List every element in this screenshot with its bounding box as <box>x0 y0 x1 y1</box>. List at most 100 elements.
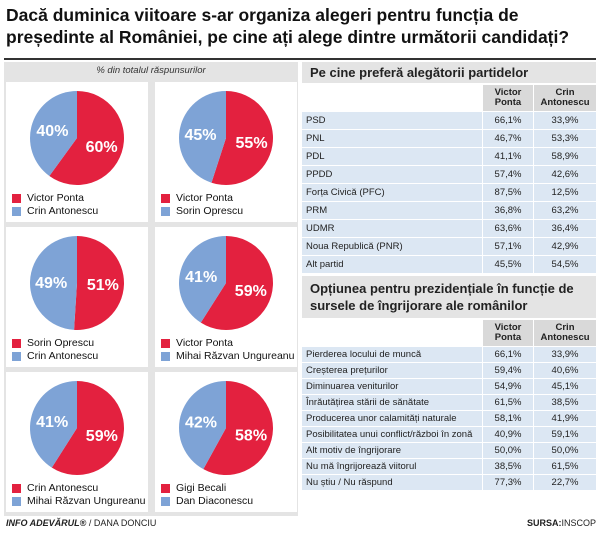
table: Pe cine preferă alegătorii partidelor Vic… <box>302 62 596 273</box>
table-value: 63,2% <box>534 202 596 219</box>
table-grid: Victor Ponta Crin Antonescu PSD 66,1% 33,9% P… <box>302 85 596 273</box>
row-label: Posibilitatea unui conflict/război în zo… <box>302 427 482 442</box>
pie-slice <box>49 91 125 185</box>
pie-cell: 55% 45% Victor Ponta Sorin Oprescu <box>155 82 297 222</box>
title: Dacă duminica viitoare s-ar organiza ale… <box>6 5 570 47</box>
legend-label: Sorin Oprescu <box>27 337 95 349</box>
legend-item: Mihai Răzvan Ungureanu <box>161 350 294 362</box>
author: / DANA DONCIU <box>88 518 157 528</box>
pie-panel: % din totalul răspunsurilor 60% 40% Victor… <box>4 62 298 516</box>
pie-chart: 51% 49% <box>30 236 125 330</box>
legend-item: Gigi Becali <box>161 482 226 494</box>
legend-item: Victor Ponta <box>161 192 233 204</box>
table-value: 58,9% <box>534 148 596 165</box>
pie-cell: 51% 49% Sorin Oprescu Crin Antonescu <box>6 227 148 367</box>
slice-label: 58% <box>235 427 267 444</box>
pie-slice <box>203 381 273 475</box>
row-label: Creșterea prețurilor <box>302 363 482 378</box>
pie-cell: 59% 41% Crin Antonescu Mihai Răzvan Ungurea… <box>6 372 148 512</box>
pie-chart: 59% 41% <box>30 381 125 475</box>
row-label: Înrăutățirea stării de sănătate <box>302 395 482 410</box>
table-value: 40,9% <box>483 427 533 442</box>
legend-swatch <box>12 496 21 506</box>
column-header: Victor Ponta <box>483 85 533 111</box>
pie-slice <box>30 236 77 330</box>
legend-swatch <box>12 483 21 493</box>
footer: INFO ADEVĂRUL® / DANA DONCIU SURSA:INSCO… <box>6 518 596 528</box>
pie-slice <box>51 381 125 475</box>
table-grid: Victor Ponta Crin Antonescu Pierderea locu… <box>302 320 596 490</box>
row-label: Nu mă îngrijorează viitorul <box>302 459 482 474</box>
table-value: 53,3% <box>534 130 596 147</box>
table-value: 77,3% <box>483 475 533 490</box>
table-value: 61,5% <box>534 459 596 474</box>
slice-label: 41% <box>185 269 217 286</box>
legend-item: Victor Ponta <box>161 337 233 349</box>
pie-cell: 60% 40% Victor Ponta Crin Antonescu <box>6 82 148 222</box>
table-value: 41,1% <box>483 148 533 165</box>
legend-item: Sorin Oprescu <box>12 337 94 349</box>
row-label: Nu știu / Nu răspund <box>302 475 482 490</box>
legend-item: Crin Antonescu <box>12 205 98 217</box>
legend-label: Victor Ponta <box>176 192 234 204</box>
table-value: 57,1% <box>483 238 533 255</box>
table-value: 50,0% <box>483 443 533 458</box>
slice-label: 59% <box>86 428 118 445</box>
table-value: 38,5% <box>483 459 533 474</box>
column-header: Victor Ponta <box>483 320 533 346</box>
legend-swatch <box>161 338 170 348</box>
pie-chart: 58% 42% <box>179 381 273 475</box>
slice-label: 40% <box>36 123 68 140</box>
table-value: 59,1% <box>534 427 596 442</box>
slice-label: 59% <box>235 283 267 300</box>
table-value: 45,1% <box>534 379 596 394</box>
row-label: UDMR <box>302 220 482 237</box>
row-label: Pierderea locului de muncă <box>302 347 482 362</box>
legend-label: Crin Antonescu <box>27 482 99 494</box>
table-title: Opțiunea pentru prezidențiale în funcție… <box>302 276 596 318</box>
table-value: 36,8% <box>483 202 533 219</box>
pie-chart: 60% 40% <box>30 91 125 185</box>
legend-swatch <box>161 351 170 361</box>
table-value: 12,5% <box>534 184 596 201</box>
pie-slice <box>30 381 77 468</box>
legend-swatch <box>12 206 21 216</box>
legend-label: Crin Antonescu <box>27 205 99 217</box>
source-label: SURSA: <box>526 518 562 528</box>
table-value: 63,6% <box>483 220 533 237</box>
header-blank <box>302 320 482 346</box>
row-label: PDL <box>302 148 482 165</box>
legend-label: Dan Diaconescu <box>176 495 254 507</box>
slice-label: 49% <box>35 275 67 292</box>
slice-label: 55% <box>236 135 268 152</box>
column-header: Crin Antonescu <box>534 85 596 111</box>
row-label: Producerea unor calamități naturale <box>302 411 482 426</box>
row-label: PPDD <box>302 166 482 183</box>
legend-label: Crin Antonescu <box>27 350 99 362</box>
legend-item: Mihai Răzvan Ungureanu <box>12 495 145 507</box>
table-value: 40,6% <box>534 363 596 378</box>
pie-chart: 55% 45% <box>179 91 274 185</box>
source: INSCOP <box>561 518 596 528</box>
row-label: Forța Civică (PFC) <box>302 184 482 201</box>
table-value: 54,9% <box>483 379 533 394</box>
slice-label: 41% <box>36 414 68 431</box>
row-label: Diminuarea veniturilor <box>302 379 482 394</box>
legend-item: Crin Antonescu <box>12 482 98 494</box>
pie-slice <box>211 91 274 185</box>
pie-chart: 59% 41% <box>179 236 273 330</box>
table-value: 58,1% <box>483 411 533 426</box>
table-value: 46,7% <box>483 130 533 147</box>
table-value: 42,9% <box>534 238 596 255</box>
table-value: 45,5% <box>483 256 533 273</box>
legend-item: Dan Diaconescu <box>161 495 253 507</box>
subtitle: % din totalul răspunsurilor <box>96 65 206 76</box>
table-value: 66,1% <box>483 347 533 362</box>
legend-item: Victor Ponta <box>12 192 84 204</box>
row-label: PSD <box>302 112 482 129</box>
legend-label: Victor Ponta <box>176 337 234 349</box>
pie-slice <box>179 236 226 323</box>
legend-swatch <box>12 338 21 348</box>
legend-label: Sorin Oprescu <box>176 205 244 217</box>
